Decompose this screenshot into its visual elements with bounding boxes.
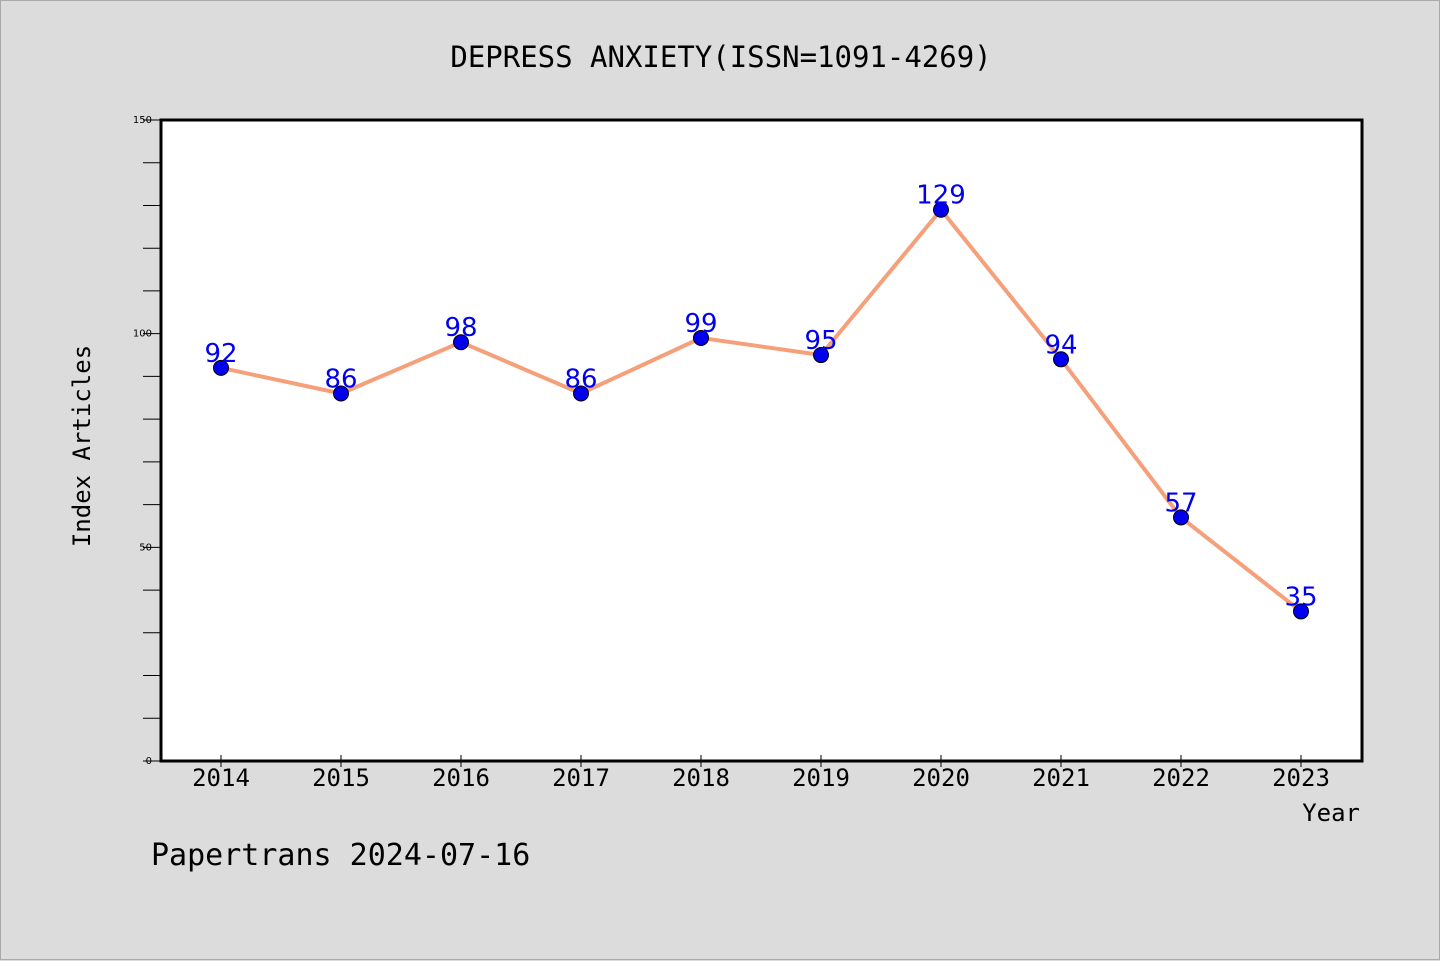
data-label: 99 xyxy=(684,309,717,339)
plot-area xyxy=(159,118,1364,763)
x-tick-label: 2021 xyxy=(1032,764,1090,792)
chart-title: DEPRESS ANXIETY(ISSN=1091-4269) xyxy=(450,40,991,74)
x-tick-label: 2023 xyxy=(1272,764,1330,792)
y-tick-label: 0 xyxy=(146,756,152,767)
x-tick-label: 2017 xyxy=(552,764,610,792)
data-point xyxy=(693,329,709,346)
x-axis-label: Year xyxy=(1302,799,1360,827)
data-label: 57 xyxy=(1164,488,1197,518)
data-point xyxy=(213,359,229,376)
x-tick-label: 2019 xyxy=(792,764,850,792)
data-label: 35 xyxy=(1284,582,1317,612)
data-point xyxy=(1293,603,1309,620)
x-tick-label: 2015 xyxy=(312,764,370,792)
y-tick-label: 100 xyxy=(133,329,152,340)
y-tick-label: 150 xyxy=(133,115,152,126)
data-point xyxy=(573,385,589,402)
data-label: 129 xyxy=(916,181,966,211)
x-tick-label: 2016 xyxy=(432,764,490,792)
data-label: 95 xyxy=(804,326,837,356)
series-line-group xyxy=(220,207,1303,614)
data-labels: 92 86 98 86 99 95 129 94 57 35 xyxy=(204,181,1317,613)
data-markers xyxy=(213,201,1309,620)
data-label: 98 xyxy=(444,313,477,343)
data-label: 94 xyxy=(1044,330,1077,360)
data-label: 92 xyxy=(204,339,237,369)
footer-credit: Papertrans 2024-07-16 xyxy=(151,838,530,873)
y-axis-label: Index Articles xyxy=(68,345,96,547)
data-label: 86 xyxy=(564,364,597,394)
x-tick-label: 2018 xyxy=(672,764,730,792)
series-line xyxy=(220,207,1303,614)
x-tick-label: 2020 xyxy=(912,764,970,792)
data-point xyxy=(933,201,949,218)
data-point xyxy=(453,334,469,351)
data-point xyxy=(1173,509,1189,526)
data-label: 86 xyxy=(324,364,357,394)
x-tick-label: 2022 xyxy=(1152,764,1210,792)
y-axis: 0 50 100 150 xyxy=(133,115,161,767)
x-tick-label: 2014 xyxy=(192,764,250,792)
data-point xyxy=(1053,351,1069,368)
data-point xyxy=(333,385,349,402)
data-point xyxy=(813,347,829,364)
x-axis: 2014 2015 2016 2017 2018 2019 2020 2021 2022 2023 xyxy=(192,755,1330,792)
y-tick-label: 50 xyxy=(139,542,152,553)
